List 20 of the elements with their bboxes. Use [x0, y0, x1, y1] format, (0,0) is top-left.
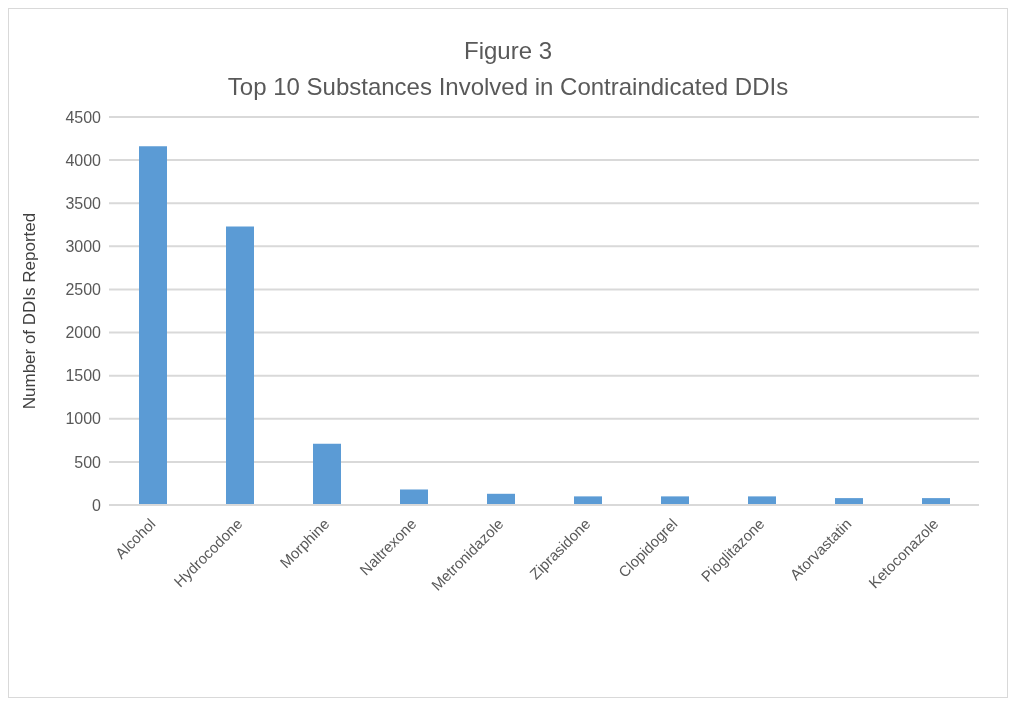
y-tick-label: 4500 [65, 108, 102, 126]
chart-subtitle: Top 10 Substances Involved in Contraindicated DDIs [226, 72, 790, 102]
y-tick-label: 2500 [65, 281, 102, 299]
bar [748, 496, 776, 505]
bar [661, 496, 689, 505]
bar [574, 496, 602, 505]
bar [313, 443, 341, 505]
y-tick-label: 3000 [65, 238, 102, 256]
chart-title: Figure 3 [462, 36, 553, 66]
bar [400, 489, 428, 505]
y-tick-label: 0 [92, 496, 102, 514]
y-tick-label: 4000 [65, 151, 102, 169]
y-tick-label: 2000 [65, 324, 102, 342]
y-axis-title: Number of DDIs Reported [20, 212, 40, 410]
y-tick-label: 1000 [65, 410, 102, 428]
y-tick-label: 1500 [65, 367, 102, 385]
bar [139, 146, 167, 505]
y-tick-label: 500 [74, 453, 102, 471]
y-tick-label: 3500 [65, 194, 102, 212]
bar [226, 226, 254, 505]
